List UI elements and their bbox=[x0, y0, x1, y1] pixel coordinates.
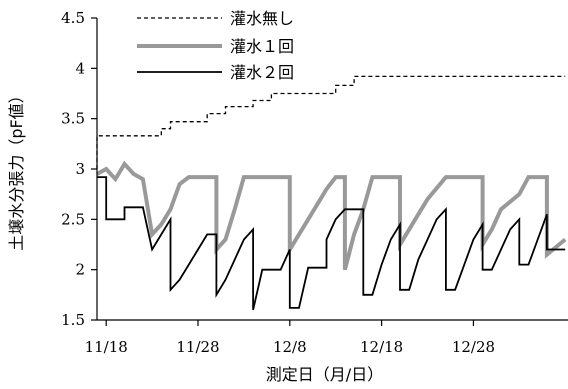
x-tick-label: 11/18 bbox=[85, 338, 128, 356]
x-tick-label: 12/18 bbox=[360, 338, 403, 356]
legend-label-1: 灌水無し bbox=[230, 9, 294, 28]
legend-label-3: 灌水２回 bbox=[230, 63, 294, 82]
y-tick-label: 2 bbox=[75, 261, 85, 279]
x-axis-title: 測定日（月/日） bbox=[266, 365, 383, 384]
series-line-2 bbox=[96, 160, 567, 271]
legend-label-2: 灌水１回 bbox=[230, 37, 294, 56]
y-tick-label: 4.5 bbox=[61, 9, 85, 27]
y-tick-label: 3.5 bbox=[61, 110, 85, 128]
plot-layer bbox=[96, 75, 567, 311]
series-line-3 bbox=[97, 176, 566, 311]
y-axis-title: 土壌水分張力（pF値） bbox=[7, 87, 26, 250]
x-tick-label: 12/8 bbox=[273, 338, 307, 356]
axis-layer: 1.5 2 2.5 3 3.5 4 4.5 11/18 11/28 12/8 12/18 12/28 bbox=[61, 9, 568, 356]
y-tick-label: 1.5 bbox=[61, 311, 85, 329]
y-tick-label: 3 bbox=[75, 160, 85, 178]
y-tick-label: 2.5 bbox=[61, 210, 85, 228]
x-tick-label: 12/28 bbox=[452, 338, 495, 356]
series-line-1 bbox=[96, 75, 566, 169]
y-tick-label: 4 bbox=[75, 59, 85, 77]
x-tick-label: 11/28 bbox=[176, 338, 219, 356]
